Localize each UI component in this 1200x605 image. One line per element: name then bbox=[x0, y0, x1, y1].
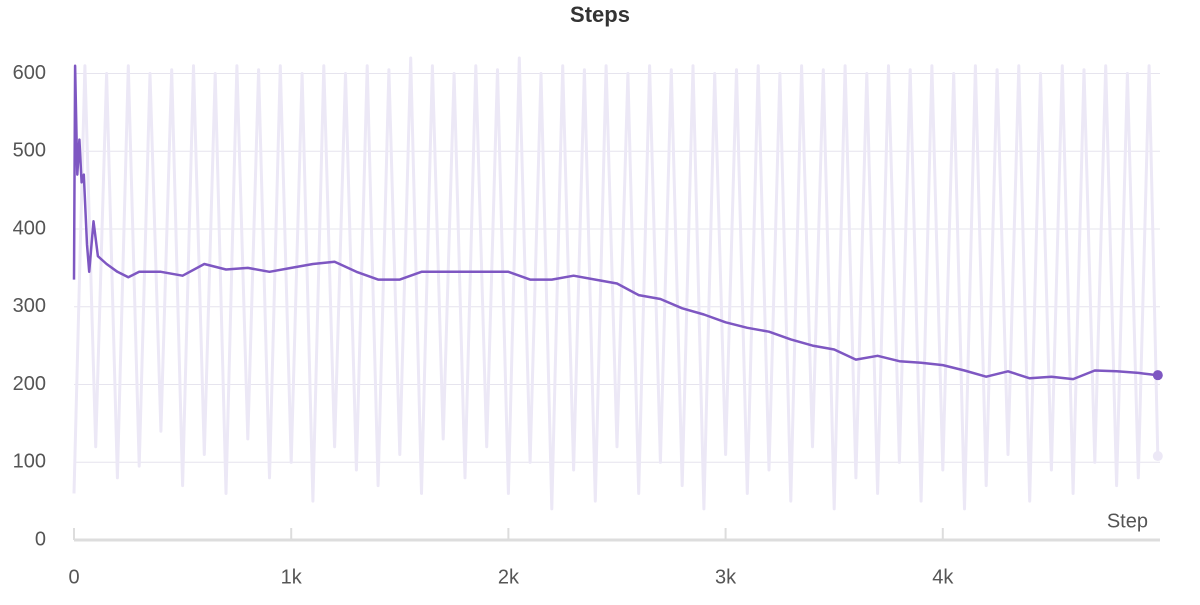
y-tick-label: 500 bbox=[13, 140, 46, 162]
last-point bbox=[1152, 451, 1163, 462]
y-tick-label: 0 bbox=[35, 528, 46, 550]
x-tick-label: 3k bbox=[715, 566, 737, 588]
series-line bbox=[72, 64, 1158, 381]
x-tick-label: 1k bbox=[281, 566, 303, 588]
x-tick-label: 4k bbox=[932, 566, 954, 588]
series-line bbox=[72, 56, 1160, 511]
y-tick-label: 200 bbox=[13, 373, 46, 395]
last-point bbox=[1152, 370, 1163, 381]
x-tick-label: 0 bbox=[68, 566, 79, 588]
y-tick-label: 600 bbox=[13, 62, 46, 84]
x-tick-label: 2k bbox=[498, 566, 520, 588]
y-tick-label: 400 bbox=[13, 217, 46, 239]
x-axis-label: Step bbox=[1107, 510, 1148, 532]
y-tick-label: 300 bbox=[13, 295, 46, 317]
y-tick-label: 100 bbox=[13, 451, 46, 473]
chart-title: Steps bbox=[570, 2, 630, 27]
